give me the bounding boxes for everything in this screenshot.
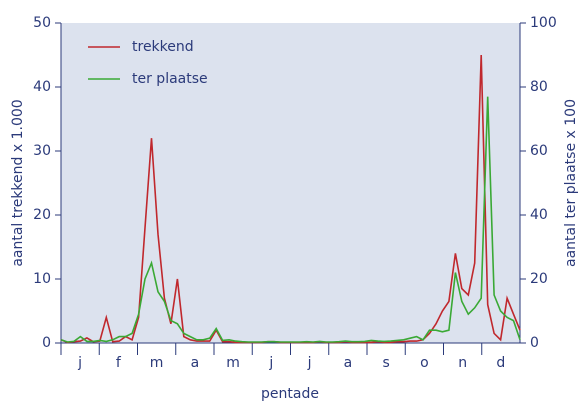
legend-label: trekkend (132, 39, 194, 55)
x-tick-label: m (226, 355, 240, 371)
y-tick-label: 30 (33, 143, 51, 159)
y2-tick-label: 80 (530, 79, 548, 95)
y-axis-label: aantal trekkend x 1.000 (10, 99, 26, 266)
x-tick-label: f (116, 355, 122, 371)
x-tick-label: a (191, 355, 200, 371)
x-tick-label: m (150, 355, 164, 371)
x-axis-label: pentade (261, 386, 319, 402)
x-tick-label: a (344, 355, 353, 371)
x-tick-label: n (458, 355, 467, 371)
x-tick-label: j (77, 355, 82, 371)
y2-axis-label: aantal ter plaatse x 100 (563, 99, 579, 267)
y2-tick-label: 40 (530, 207, 548, 223)
y-tick-label: 0 (42, 335, 51, 351)
y-tick-label: 50 (33, 15, 51, 31)
y2-tick-label: 20 (530, 271, 548, 287)
y2-tick-label: 100 (530, 15, 557, 31)
y2-tick-label: 0 (530, 335, 539, 351)
series-line (60, 96, 521, 343)
x-tick-label: o (420, 355, 429, 371)
x-tick-label: d (496, 355, 505, 371)
y-tick-label: 40 (33, 79, 51, 95)
x-tick-label: s (382, 355, 389, 371)
plot-area (61, 23, 520, 343)
y-tick-label: 10 (33, 271, 51, 287)
x-tick-label: j (268, 355, 273, 371)
y2-tick-label: 60 (530, 143, 548, 159)
x-tick-label: j (307, 355, 312, 371)
y-tick-label: 20 (33, 207, 51, 223)
legend-label: ter plaatse (132, 71, 208, 87)
